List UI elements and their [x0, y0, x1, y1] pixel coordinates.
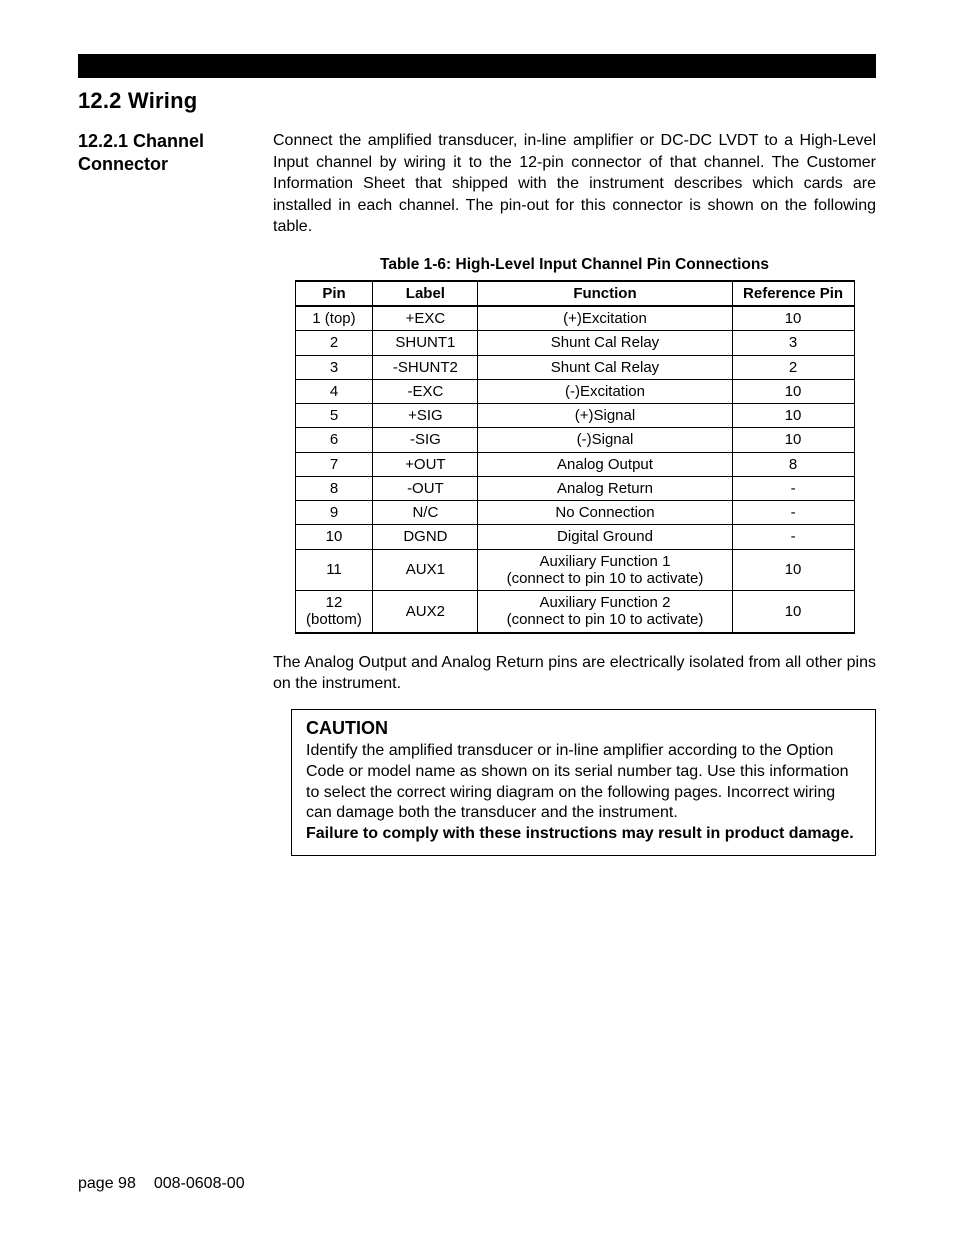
table-cell: AUX2 — [373, 591, 478, 633]
subsection-heading-line1: 12.2.1 Channel — [78, 131, 204, 151]
table-row: 2SHUNT1Shunt Cal Relay3 — [295, 331, 854, 355]
table-cell: (-)Signal — [478, 428, 732, 452]
table-cell: 9 — [295, 501, 373, 525]
table-row: 10DGNDDigital Ground- — [295, 525, 854, 549]
table-caption: Table 1-6: High-Level Input Channel Pin … — [273, 256, 876, 274]
table-row: 9N/CNo Connection- — [295, 501, 854, 525]
table-cell: 10 — [732, 379, 854, 403]
table-cell: SHUNT1 — [373, 331, 478, 355]
table-cell: Analog Return — [478, 476, 732, 500]
table-header-row: Pin Label Function Reference Pin — [295, 281, 854, 306]
table-row: 7+OUTAnalog Output8 — [295, 452, 854, 476]
table-cell: AUX1 — [373, 549, 478, 591]
footer-doc-number: 008-0608-00 — [154, 1175, 245, 1192]
table-cell: 7 — [295, 452, 373, 476]
table-cell: Shunt Cal Relay — [478, 331, 732, 355]
col-header-function: Function — [478, 281, 732, 306]
table-cell: 8 — [295, 476, 373, 500]
table-cell: 10 — [732, 591, 854, 633]
header-black-bar — [78, 54, 876, 78]
table-cell: 10 — [732, 549, 854, 591]
table-cell: 2 — [295, 331, 373, 355]
table-row: 8-OUTAnalog Return- — [295, 476, 854, 500]
table-row: 12(bottom)AUX2Auxiliary Function 2(conne… — [295, 591, 854, 633]
subsection-heading: 12.2.1 Channel Connector — [78, 130, 273, 856]
table-cell: 6 — [295, 428, 373, 452]
content-row: 12.2.1 Channel Connector Connect the amp… — [78, 130, 876, 856]
table-cell: Digital Ground — [478, 525, 732, 549]
col-header-ref: Reference Pin — [732, 281, 854, 306]
table-cell: Shunt Cal Relay — [478, 355, 732, 379]
table-cell: (-)Excitation — [478, 379, 732, 403]
table-cell: -SHUNT2 — [373, 355, 478, 379]
table-row: 4-EXC(-)Excitation10 — [295, 379, 854, 403]
section-heading: 12.2 Wiring — [78, 88, 197, 114]
table-cell: 3 — [295, 355, 373, 379]
document-page: 12.2 Wiring 12.2.1 Channel Connector Con… — [0, 0, 954, 1235]
table-cell: 10 — [732, 404, 854, 428]
footer-page-label: page 98 — [78, 1175, 136, 1192]
table-cell: 5 — [295, 404, 373, 428]
table-cell: 10 — [732, 306, 854, 331]
table-cell: DGND — [373, 525, 478, 549]
table-cell: +OUT — [373, 452, 478, 476]
table-cell: +EXC — [373, 306, 478, 331]
table-cell: 2 — [732, 355, 854, 379]
table-cell: N/C — [373, 501, 478, 525]
table-row: 6-SIG(-)Signal10 — [295, 428, 854, 452]
table-cell: 3 — [732, 331, 854, 355]
table-row: 1 (top)+EXC(+)Excitation10 — [295, 306, 854, 331]
body-column: Connect the amplified transducer, in-lin… — [273, 130, 876, 856]
table-cell: +SIG — [373, 404, 478, 428]
after-table-paragraph: The Analog Output and Analog Return pins… — [273, 652, 876, 695]
table-cell: (+)Excitation — [478, 306, 732, 331]
col-header-pin: Pin — [295, 281, 373, 306]
table-cell: - — [732, 476, 854, 500]
table-cell: -EXC — [373, 379, 478, 403]
table-cell: 10 — [295, 525, 373, 549]
table-cell: 4 — [295, 379, 373, 403]
pin-connections-table: Pin Label Function Reference Pin 1 (top)… — [295, 280, 855, 634]
table-cell: - — [732, 525, 854, 549]
caution-body: Identify the amplified transducer or in-… — [306, 741, 861, 845]
table-row: 5+SIG(+)Signal10 — [295, 404, 854, 428]
table-cell: No Connection — [478, 501, 732, 525]
table-cell: 1 (top) — [295, 306, 373, 331]
caution-body-text: Identify the amplified transducer or in-… — [306, 742, 848, 821]
intro-paragraph: Connect the amplified transducer, in-lin… — [273, 130, 876, 238]
table-cell: 11 — [295, 549, 373, 591]
caution-box: CAUTION Identify the amplified transduce… — [291, 709, 876, 856]
caution-title: CAUTION — [306, 718, 861, 739]
table-cell: -SIG — [373, 428, 478, 452]
table-row: 11AUX1Auxiliary Function 1(connect to pi… — [295, 549, 854, 591]
table-cell: Auxiliary Function 2(connect to pin 10 t… — [478, 591, 732, 633]
subsection-heading-line2: Connector — [78, 154, 168, 174]
table-cell: Analog Output — [478, 452, 732, 476]
table-cell: 10 — [732, 428, 854, 452]
table-cell: 12(bottom) — [295, 591, 373, 633]
table-cell: - — [732, 501, 854, 525]
table-row: 3-SHUNT2Shunt Cal Relay2 — [295, 355, 854, 379]
table-cell: -OUT — [373, 476, 478, 500]
table-cell: 8 — [732, 452, 854, 476]
page-footer: page 98 008-0608-00 — [78, 1175, 245, 1193]
col-header-label: Label — [373, 281, 478, 306]
caution-strong-text: Failure to comply with these instruction… — [306, 825, 854, 842]
table-body: 1 (top)+EXC(+)Excitation102SHUNT1Shunt C… — [295, 306, 854, 633]
table-cell: Auxiliary Function 1(connect to pin 10 t… — [478, 549, 732, 591]
table-cell: (+)Signal — [478, 404, 732, 428]
